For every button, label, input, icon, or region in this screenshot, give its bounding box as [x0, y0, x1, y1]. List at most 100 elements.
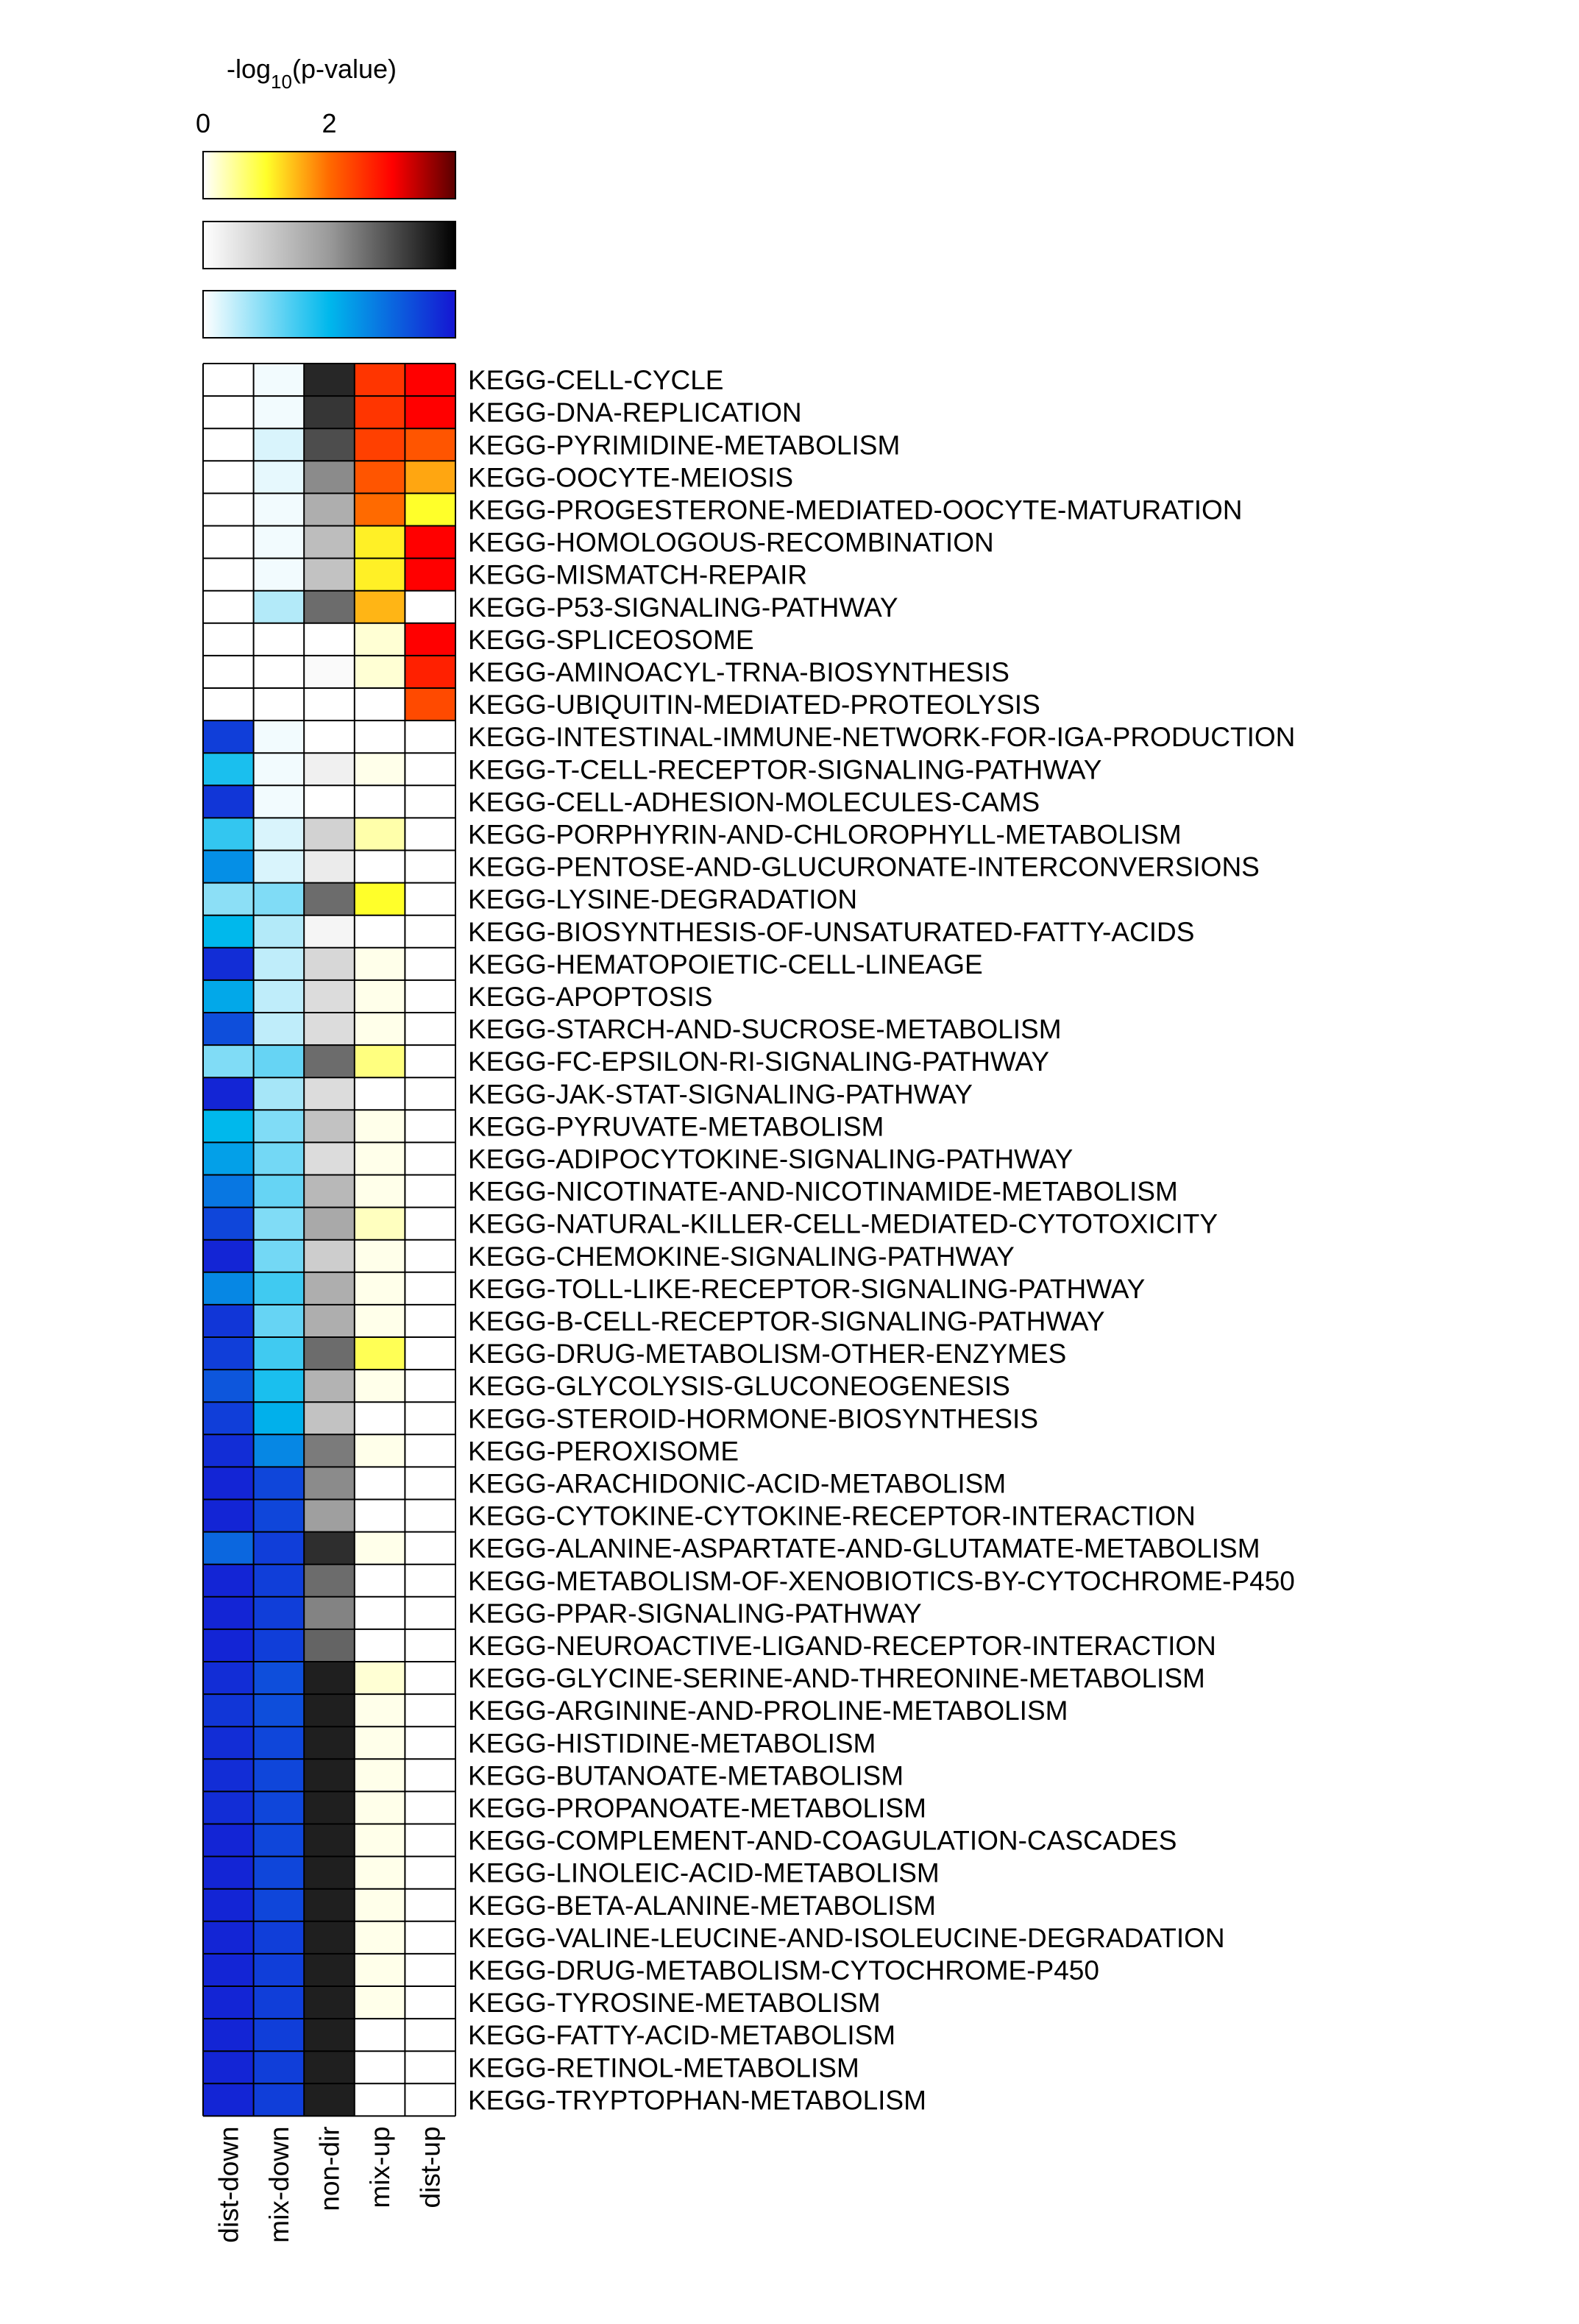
heatmap-cell — [354, 2083, 405, 2116]
heatmap-cell — [203, 590, 255, 624]
heatmap-cell — [405, 1596, 456, 1630]
row-label: KEGG-PYRUVATE-METABOLISM — [468, 1111, 884, 1141]
heatmap-cell — [354, 396, 405, 429]
heatmap-cell — [405, 461, 456, 494]
row-label: KEGG-UBIQUITIN-MEDIATED-PROTEOLYSIS — [468, 690, 1040, 720]
row-label: KEGG-CHEMOKINE-SIGNALING-PATHWAY — [468, 1241, 1015, 1272]
heatmap-cell — [203, 1824, 255, 1857]
heatmap-cell — [253, 1239, 305, 1273]
heatmap-cell — [304, 461, 355, 494]
heatmap-cell — [253, 1013, 305, 1046]
heatmap-cell — [354, 461, 405, 494]
row-label: KEGG-GLYCOLYSIS-GLUCONEOGENESIS — [468, 1371, 1010, 1401]
heatmap-cell — [203, 1499, 255, 1533]
heatmap-cell — [405, 785, 456, 818]
heatmap-cell — [253, 720, 305, 754]
row-label: KEGG-T-CELL-RECEPTOR-SIGNALING-PATHWAY — [468, 754, 1101, 784]
heatmap-cell — [203, 1045, 255, 1078]
heatmap-cell — [253, 688, 305, 721]
heatmap-cell — [203, 655, 255, 689]
heatmap-cell — [405, 655, 456, 689]
row-label: KEGG-VALINE-LEUCINE-AND-ISOLEUCINE-DEGRA… — [468, 1923, 1225, 1953]
heatmap-cell — [405, 558, 456, 592]
heatmap-cell — [203, 558, 255, 592]
heatmap-cell — [354, 818, 405, 851]
heatmap-cell — [253, 2083, 305, 2116]
heatmap-cell — [253, 1077, 305, 1110]
heatmap-cell — [304, 1856, 355, 1890]
heatmap-cell — [253, 1629, 305, 1662]
column-labels: dist-down mix-down non-dir mix-up dist-up — [213, 2126, 445, 2242]
heatmap-cell — [354, 428, 405, 461]
heatmap-cell — [203, 1791, 255, 1825]
row-label: KEGG-DRUG-METABOLISM-OTHER-ENZYMES — [468, 1339, 1066, 1369]
heatmap-cell — [304, 1045, 355, 1078]
row-label: KEGG-FATTY-ACID-METABOLISM — [468, 2020, 895, 2050]
heatmap-cell — [354, 1662, 405, 1695]
heatmap-cell — [304, 1402, 355, 1435]
heatmap-cell — [253, 1499, 305, 1533]
heatmap-cell — [253, 1986, 305, 2019]
heatmap-cell — [304, 1175, 355, 1208]
heatmap-cell — [304, 1110, 355, 1143]
heatmap-cell — [405, 1531, 456, 1565]
row-label: KEGG-TYROSINE-METABOLISM — [468, 1988, 881, 2018]
heatmap-cell — [354, 1142, 405, 1176]
heatmap-cell — [304, 1921, 355, 1955]
heatmap-cell — [253, 2019, 305, 2052]
heatmap-cell — [354, 558, 405, 592]
heatmap-cell — [405, 2019, 456, 2052]
heatmap-cell — [405, 396, 456, 429]
heatmap-cell — [253, 1694, 305, 1727]
heatmap-cell — [304, 1272, 355, 1306]
heatmap-cell — [203, 1370, 255, 1403]
heatmap-cell — [354, 1824, 405, 1857]
heatmap-cell — [253, 558, 305, 592]
legend-colorbars — [202, 151, 456, 339]
row-label: KEGG-B-CELL-RECEPTOR-SIGNALING-PATHWAY — [468, 1306, 1105, 1336]
row-label: KEGG-PORPHYRIN-AND-CHLOROPHYLL-METABOLIS… — [468, 819, 1182, 849]
heatmap-cell — [253, 1596, 305, 1630]
heatmap-cell — [203, 1175, 255, 1208]
heatmap-cell — [203, 2051, 255, 2084]
blue-colorbar — [202, 290, 456, 339]
row-label: KEGG-NICOTINATE-AND-NICOTINAMIDE-METABOL… — [468, 1177, 1178, 1207]
heatmap-cell — [304, 1791, 355, 1825]
heatmap-cell — [203, 1694, 255, 1727]
heatmap-cell — [253, 1434, 305, 1467]
heatmap-cell — [354, 1045, 405, 1078]
heatmap-cell — [354, 590, 405, 624]
heatmap-cell — [304, 2083, 355, 2116]
heatmap-cell — [253, 1662, 305, 1695]
heatmap-cell — [253, 461, 305, 494]
heatmap-cell — [253, 915, 305, 949]
column-label: dist-down — [213, 2126, 244, 2242]
heatmap-cell — [253, 947, 305, 981]
row-label: KEGG-OOCYTE-MEIOSIS — [468, 462, 793, 492]
heatmap-cell — [253, 1045, 305, 1078]
row-label: KEGG-CYTOKINE-CYTOKINE-RECEPTOR-INTERACT… — [468, 1501, 1196, 1531]
heatmap-cell — [354, 1921, 405, 1955]
row-label: KEGG-DNA-REPLICATION — [468, 397, 802, 428]
row-label: KEGG-FC-EPSILON-RI-SIGNALING-PATHWAY — [468, 1046, 1049, 1077]
row-label: KEGG-HEMATOPOIETIC-CELL-LINEAGE — [468, 949, 983, 979]
heatmap-cell — [253, 1110, 305, 1143]
row-label: KEGG-STEROID-HORMONE-BIOSYNTHESIS — [468, 1403, 1038, 1434]
heatmap-cell — [253, 1337, 305, 1370]
heatmap-cell — [354, 1953, 405, 1987]
heatmap-cell — [405, 1499, 456, 1533]
heatmap-cell — [304, 850, 355, 884]
row-label: KEGG-INTESTINAL-IMMUNE-NETWORK-FOR-IGA-P… — [468, 722, 1295, 752]
heatmap-cell — [203, 396, 255, 429]
heatmap-cell — [405, 1175, 456, 1208]
heatmap-cell — [354, 655, 405, 689]
heatmap-cell — [253, 979, 305, 1013]
heatmap-cell — [354, 720, 405, 754]
heatmap-cell — [253, 1824, 305, 1857]
heatmap-cell — [304, 1467, 355, 1501]
heatmap-cell — [203, 1856, 255, 1890]
heatmap-cell — [405, 947, 456, 981]
row-label: KEGG-COMPLEMENT-AND-COAGULATION-CASCADES — [468, 1826, 1177, 1856]
heatmap-cell — [354, 979, 405, 1013]
row-label: KEGG-DRUG-METABOLISM-CYTOCHROME-P450 — [468, 1955, 1099, 1985]
